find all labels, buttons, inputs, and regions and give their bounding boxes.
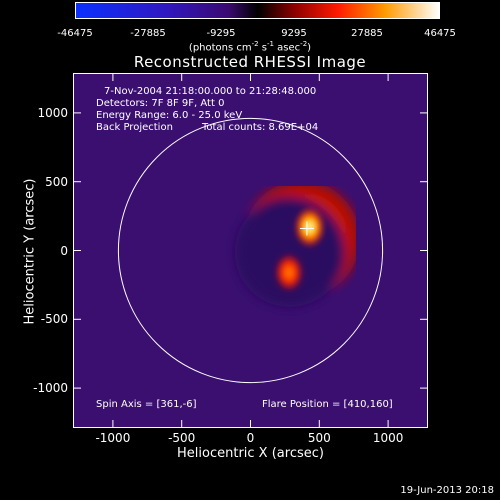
colorbar-tick-label: -9295 [206,28,236,39]
flare-position-marker [299,221,314,236]
annotation-flare-position: Flare Position = [410,160] [262,399,393,410]
solar-limb [117,117,384,384]
colorbar-tick-label: -27885 [130,28,166,39]
heatmap-plot [73,73,428,428]
chart-title: Reconstructed RHESSI Image [133,53,367,71]
colorbar-tick-label: 9295 [281,28,307,39]
x-tick-label: -1000 [95,431,131,445]
colorbar-tick-label: 46475 [424,28,456,39]
colorbar [75,2,440,19]
source-2 [274,253,304,292]
axis-tick-marks [73,73,428,428]
colorbar-tick-label: -46475 [57,28,93,39]
x-tick-label: 1000 [372,431,404,445]
x-tick-label: 0 [246,431,255,445]
colorbar-tick-label: 27885 [351,28,383,39]
annotation-counts: Total counts: 8.69E+04 [202,122,319,133]
source-1 [294,206,326,248]
x-axis-label: Heliocentric X (arcsec) [177,446,324,461]
x-tick-label: 500 [307,431,331,445]
annotation-method: Back Projection [96,122,173,133]
y-tick-label: -500 [40,312,68,327]
annotation-spin-axis: Spin Axis = [361,-6] [96,399,197,410]
annotation-detectors: Detectors: 7F 8F 9F, Att 0 [96,98,225,109]
x-tick-label: -500 [168,431,196,445]
y-tick-label: 0 [60,243,68,258]
y-tick-label: 1000 [37,105,68,120]
footer-timestamp: 19-Jun-2013 20:18 [400,485,494,496]
y-tick-label: 500 [45,174,68,189]
annotation-energy: Energy Range: 6.0 - 25.0 keV [96,110,243,121]
y-tick-label: -1000 [33,381,68,396]
annotation-time: 7-Nov-2004 21:18:00.000 to 21:28:48.000 [104,86,317,97]
y-axis-label: Heliocentric Y (arcsec) [22,178,38,325]
colorbar-units: (photons cm-2 s-1 asec-2) [188,40,312,54]
